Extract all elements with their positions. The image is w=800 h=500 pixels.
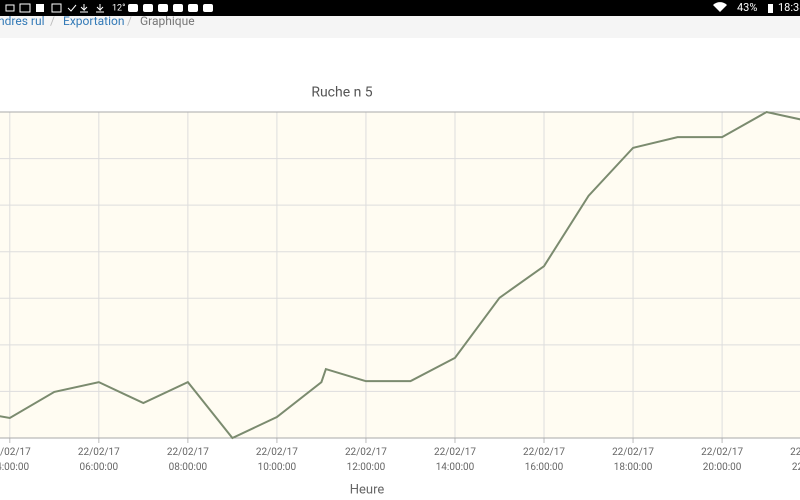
- x-tick-label-line: 22/02/17: [612, 447, 654, 458]
- x-tick-label-line: 06:00:00: [80, 462, 119, 473]
- x-tick-label-line: 12:00:00: [347, 462, 386, 473]
- clock: 18:38: [778, 1, 800, 14]
- x-tick-label: 22/02/17 10:00:00: [256, 447, 298, 473]
- breadcrumb-current: Graphique: [140, 14, 195, 28]
- x-tick-label: 22/02/17 18:00:00: [612, 447, 654, 473]
- temperature: 12°: [112, 3, 125, 13]
- x-tick-label: 22/02/17 14:00:00: [434, 447, 476, 473]
- x-tick-label-line: 14:00:00: [436, 462, 475, 473]
- battery: 43%: [737, 1, 757, 14]
- x-tick-label-line: 22/02/17: [256, 447, 298, 458]
- x-tick-label: 22/02/17 04:00:00: [0, 447, 31, 473]
- x-tick-label-line: 22/02/17: [434, 447, 476, 458]
- breadcrumb-link[interactable]: Exportation: [63, 14, 124, 28]
- x-tick-label-line: 22/02/17: [78, 447, 120, 458]
- x-tick-label-line: 20:00:00: [703, 462, 742, 473]
- breadcrumb-link[interactable]: ndres rul: [0, 14, 44, 28]
- x-tick-label: 22/02/17 06:00:00: [78, 447, 120, 473]
- x-tick-label: 22/02/17 16:00:00: [523, 447, 565, 473]
- x-tick-label: 22/02/17 20:00:00: [701, 447, 743, 473]
- x-tick-label-line: 22/02/17: [701, 447, 743, 458]
- x-tick-label-line: 22/02/17: [523, 447, 565, 458]
- plot-background: [0, 112, 800, 438]
- x-tick-label-line: 04:00:00: [0, 462, 29, 473]
- x-tick-label-line: 22/02/17: [345, 447, 387, 458]
- breadcrumb-separator: /: [127, 14, 132, 28]
- chart-title: Ruche n 5: [311, 85, 372, 101]
- x-tick-label-line: 08:00:00: [169, 462, 208, 473]
- data-line: [0, 110, 800, 440]
- x-tick-label: 22/02/17 08:00:00: [167, 447, 209, 473]
- breadcrumb-separator: /: [50, 14, 55, 28]
- status-bar: [0, 0, 800, 16]
- breadcrumb-bar: [0, 16, 800, 38]
- x-tick-label-line: 16:00:00: [525, 462, 564, 473]
- x-axis-label: Heure: [350, 482, 385, 497]
- x-tick-label-line: 22/02/17: [790, 447, 800, 458]
- x-tick-label-line: 22:00:00: [792, 462, 800, 473]
- x-tick-label-line: 10:00:00: [258, 462, 297, 473]
- status-icons: [5, 2, 773, 13]
- x-tick-label: 22/02/17 12:00:00: [345, 447, 387, 473]
- x-tick-label-line: 22/02/17: [167, 447, 209, 458]
- x-tick-label: 22/02/17 22:00:00: [790, 447, 800, 473]
- x-tick-label-line: 22/02/17: [0, 447, 31, 458]
- x-tick-label-line: 18:00:00: [614, 462, 653, 473]
